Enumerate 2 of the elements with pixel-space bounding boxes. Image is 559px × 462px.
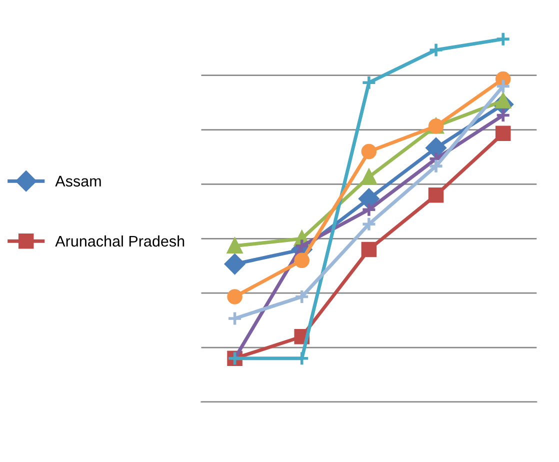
legend-label: Assam bbox=[55, 176, 101, 187]
legend-label: Arunachal Pradesh bbox=[55, 235, 184, 247]
